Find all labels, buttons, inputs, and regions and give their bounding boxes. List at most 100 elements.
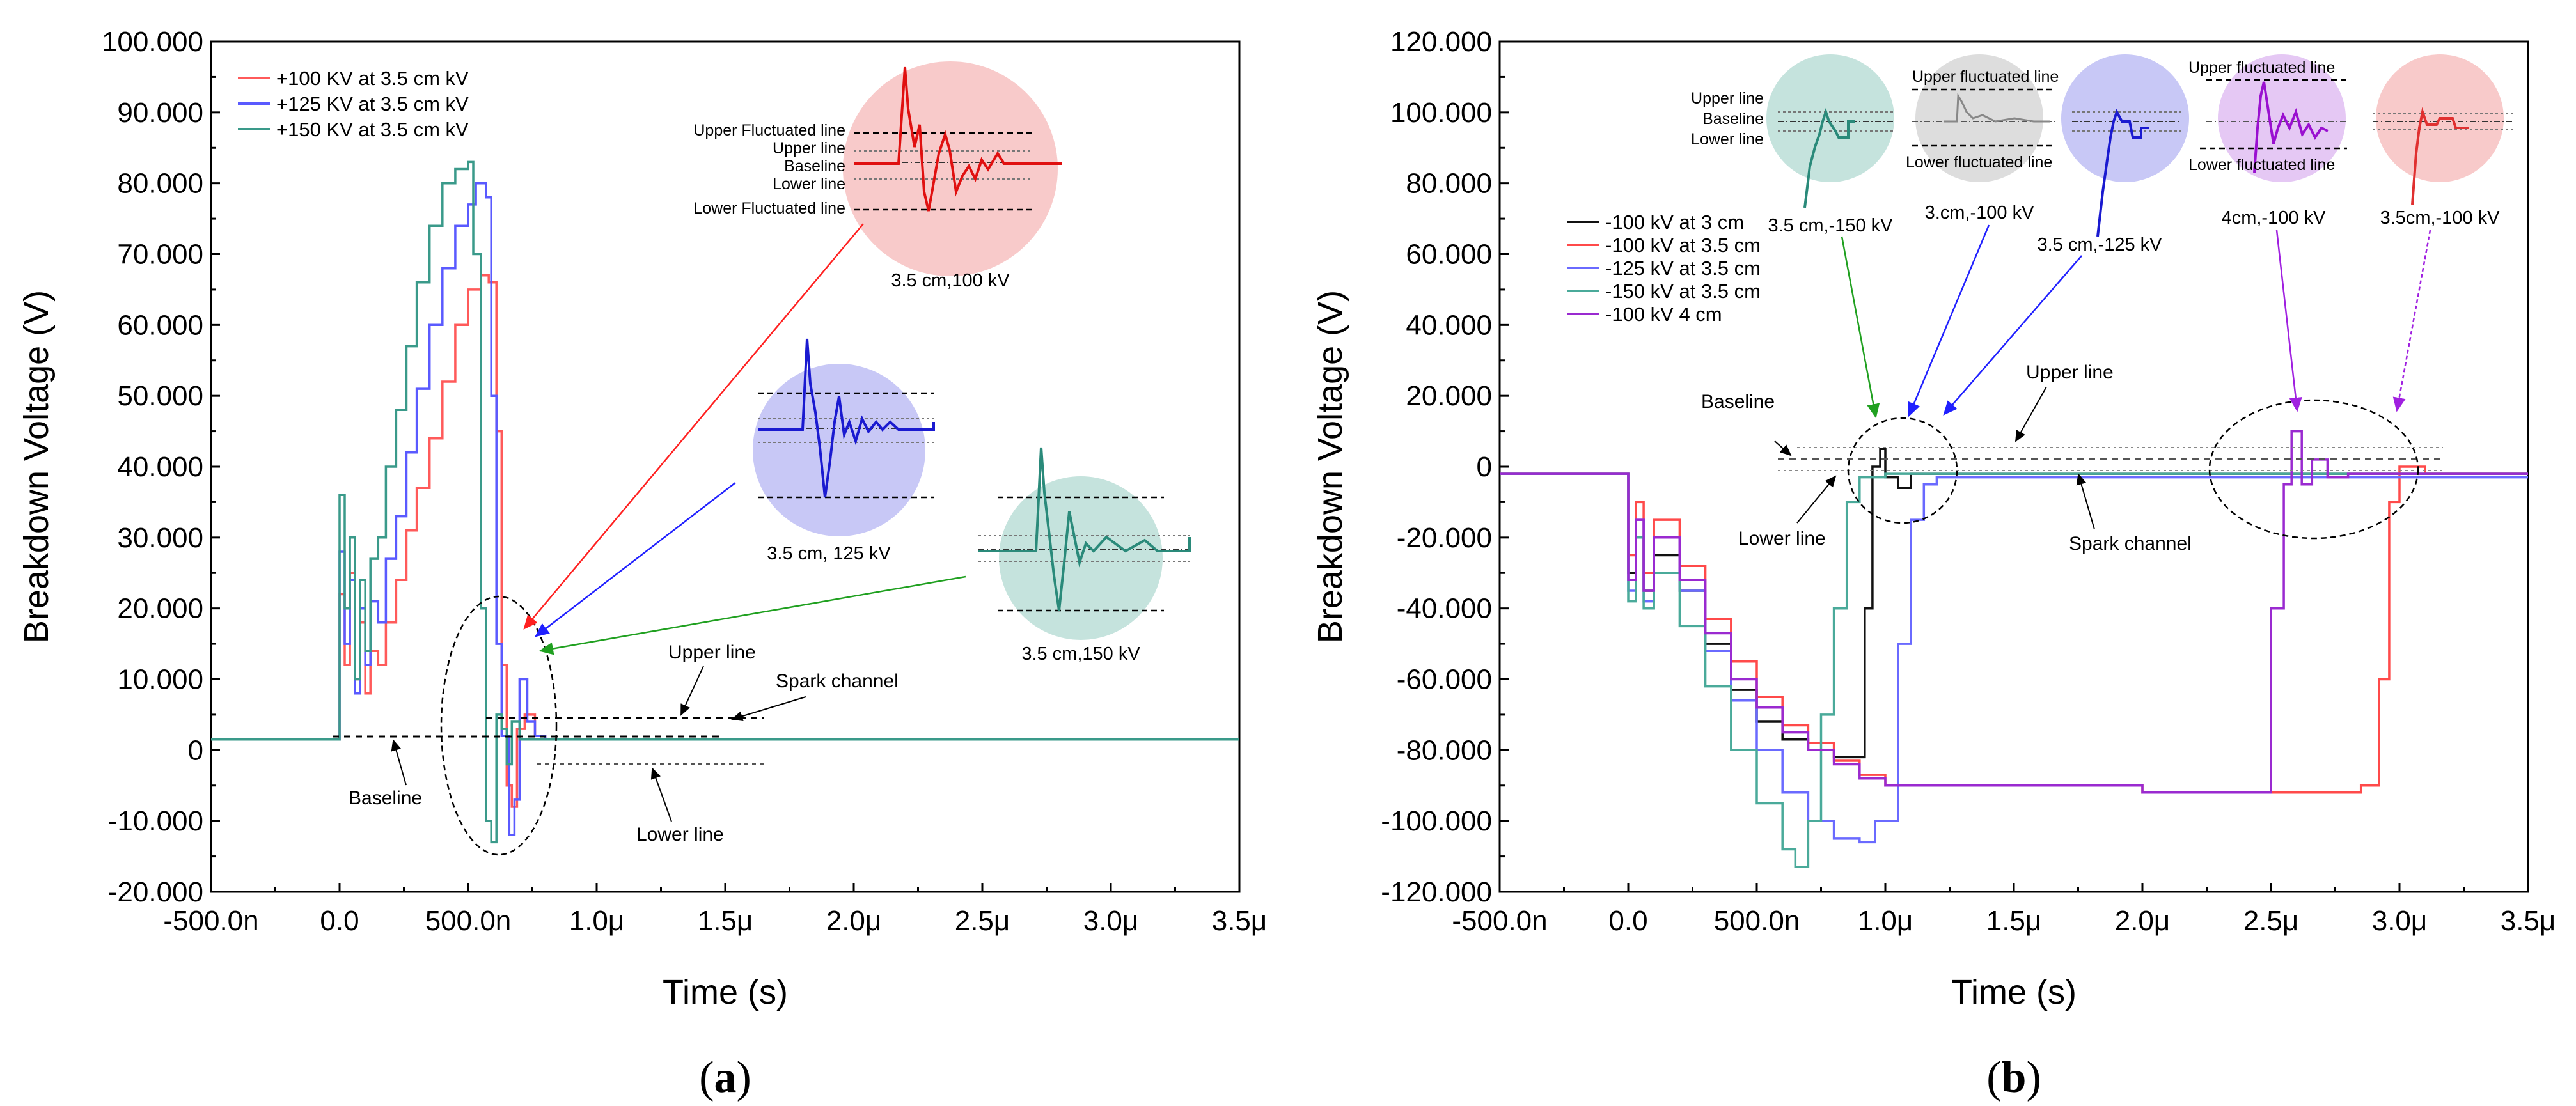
- panel-b-chart: 120.000 100.000 80.000 60.000 40.000 20.000 0 -…: [1311, 26, 2556, 1102]
- panel-a-inset-100kv-label-upper: Upper line: [773, 139, 845, 157]
- panel-a-inset-125kv-circle: [753, 364, 925, 536]
- panel-a-y-tick-label: 50.000: [117, 380, 203, 412]
- panel-b-inset-150kv-label-upper: Upper line: [1691, 90, 1764, 107]
- panel-a-y-axis-title: Breakdown Voltage (V): [17, 290, 56, 643]
- panel-a-y-tick-label: 10.000: [117, 664, 203, 696]
- panel-a-x-tick-label: 2.5μ: [955, 905, 1010, 937]
- panel-b-x-ticks: -500.0n 0.0 500.0n 1.0μ 1.5μ 2.0μ 2.5μ 3.0μ 3.5μ: [1452, 883, 2556, 937]
- panel-b-inset-150kv-trace: [1803, 107, 1855, 208]
- panel-b-inset-150kv-label-baseline: Baseline: [1702, 110, 1764, 128]
- panel-a-y-tick-label: 80.000: [117, 168, 203, 199]
- panel-b-inset-4cm-pointer: [2275, 230, 2302, 412]
- panel-a-y-tick-label: 40.000: [117, 451, 203, 483]
- panel-b-annotation-lower-line: Lower line: [1738, 528, 1826, 549]
- panel-b-inset-4cm-label-lower-fluct: Lower fluctuated line: [2188, 156, 2335, 174]
- panel-a-y-tick-label: -10.000: [108, 806, 203, 837]
- panel-b-x-tick-label: 2.5μ: [2243, 905, 2299, 937]
- panel-b-inset-150kv-pointer: [1841, 236, 1880, 419]
- panel-a-inset-150kv-trace: [978, 447, 1191, 611]
- panel-a-label-open: (: [699, 1053, 714, 1102]
- panel-a-legend-label-3: +150 KV at 3.5 cm kV: [276, 118, 469, 141]
- panel-b-arrow-spark-channel: [2076, 473, 2095, 530]
- panel-a-inset-150kv: 3.5 cm,150 kV: [538, 447, 1191, 664]
- panel-b-inset-3cm: Upper fluctuated line Lower fluctuated l…: [1906, 54, 2059, 417]
- panel-b-inset-125kv-trace: [2096, 108, 2149, 237]
- panel-b-legend-label-2: -100 kV at 3.5 cm: [1605, 234, 1761, 256]
- panel-b-label: (b): [1986, 1053, 2041, 1102]
- panel-b-inset-125kv-pointer: [1943, 255, 2082, 416]
- panel-b-inset-3p5cm: 3.5cm,-100 kV: [2373, 54, 2513, 412]
- panel-a-inset-125kv-pointer: [535, 482, 736, 637]
- panel-b-inset-4cm-label: 4cm,-100 kV: [2222, 208, 2326, 228]
- panel-b-inset-3cm-label-lower-fluct: Lower fluctuated line: [1906, 153, 2052, 171]
- panel-b-inset-3cm-label-upper-fluct: Upper fluctuated line: [1912, 68, 2059, 86]
- panel-a-x-ticks: -500.0n 0.0 500.0n 1.0μ 1.5μ 2.0μ 2.5μ 3.0μ 3.5μ: [163, 883, 1267, 937]
- panel-a-inset-100kv-circle: [843, 61, 1058, 276]
- panel-b-legend-label-5: -100 kV 4 cm: [1605, 303, 1722, 325]
- panel-b-inset-3cm-label: 3.cm,-100 kV: [1925, 203, 2034, 223]
- panel-b-x-tick-label: 0.0: [1608, 905, 1647, 937]
- panel-b-y-tick-label: -80.000: [1397, 735, 1492, 766]
- panel-b-x-tick-label: 3.0μ: [2372, 905, 2428, 937]
- panel-a-arrow-lower-line: [650, 767, 672, 822]
- panel-b-inset-125kv-circle: [2061, 54, 2189, 182]
- panel-a-inset-100kv-label-lower-fluct: Lower Fluctuated line: [693, 199, 845, 217]
- panel-b-spark-ellipse-1: [1847, 417, 1958, 524]
- panel-b-series-line-5: [1500, 430, 2528, 794]
- panel-b-inset-3cm-pointer: [1908, 224, 1990, 417]
- panel-b-legend-label-4: -150 kV at 3.5 cm: [1605, 280, 1761, 302]
- panel-b-annotation-baseline: Baseline: [1701, 391, 1775, 412]
- panel-b-inset-3cm-trace: [1944, 92, 2050, 123]
- panel-a-legend: +100 KV at 3.5 cm kV +125 KV at 3.5 cm kV…: [238, 67, 469, 141]
- panel-b-y-tick-label: -60.000: [1397, 664, 1492, 696]
- panel-b-inset-3cm-circle: [1915, 54, 2043, 182]
- panel-a-label: (a): [699, 1053, 751, 1102]
- panel-b-inset-150kv: Upper line Baseline Lower line 3.5 cm,-1…: [1691, 54, 1896, 419]
- panel-b-x-tick-label: 2.0μ: [2115, 905, 2171, 937]
- panel-a-x-tick-label: 3.5μ: [1212, 905, 1268, 937]
- panel-b-annotations: Upper line Baseline Lower line Spark cha…: [1701, 362, 2192, 554]
- panel-b-x-tick-label: -500.0n: [1452, 905, 1547, 937]
- panel-b-inset-3p5cm-trace: [2411, 107, 2469, 205]
- panel-a-y-tick-label: 20.000: [117, 593, 203, 625]
- panel-a-x-tick-label: 2.0μ: [826, 905, 882, 937]
- panel-a-x-tick-label: 1.5μ: [698, 905, 753, 937]
- panel-b-arrow-lower-line: [1796, 475, 1837, 524]
- panel-b-arrow-baseline: [1774, 440, 1792, 456]
- panel-b-inset-4cm: Upper fluctuated line Lower fluctuated l…: [2188, 54, 2347, 412]
- panel-b-x-tick-label: 1.5μ: [1986, 905, 2042, 937]
- panel-a-x-tick-label: 500.0n: [425, 905, 512, 937]
- panel-b-y-tick-label: 0: [1477, 451, 1492, 483]
- panel-a-legend-label-2: +125 KV at 3.5 cm kV: [276, 93, 469, 115]
- panel-a-annotation-spark-channel: Spark channel: [776, 671, 899, 692]
- panel-b-y-tick-label: -100.000: [1381, 806, 1492, 837]
- panel-a-inset-100kv-label-lower: Lower line: [773, 175, 845, 193]
- panel-b-inset-3p5cm-pointer: [2392, 230, 2431, 412]
- panel-a-arrow-spark-channel: [731, 696, 806, 721]
- panel-b-inset-150kv-label-lower: Lower line: [1691, 130, 1764, 148]
- panel-b-y-axis-title: Breakdown Voltage (V): [1311, 290, 1349, 643]
- panel-a-inset-150kv-label: 3.5 cm,150 kV: [1021, 644, 1140, 664]
- panel-a-inset-100kv-label-baseline: Baseline: [784, 157, 845, 175]
- panel-b-inset-3p5cm-label: 3.5cm,-100 kV: [2380, 208, 2501, 228]
- panel-b-x-tick-label: 500.0n: [1714, 905, 1800, 937]
- panel-b-y-tick-label: 80.000: [1406, 168, 1492, 199]
- panel-b-arrow-upper-line: [2015, 386, 2047, 442]
- panel-a-legend-label-1: +100 KV at 3.5 cm kV: [276, 67, 469, 90]
- panel-b-y-tick-label: 100.000: [1390, 97, 1492, 129]
- panel-b-y-tick-label: 120.000: [1390, 26, 1492, 58]
- panel-b-inset-125kv-label: 3.5 cm,-125 kV: [2037, 235, 2162, 255]
- panel-b-y-tick-label: -20.000: [1397, 522, 1492, 554]
- panel-a-guide-lines: [333, 717, 764, 765]
- panel-a-y-tick-label: 60.000: [117, 309, 203, 341]
- panel-b-y-tick-label: -40.000: [1397, 593, 1492, 625]
- panel-a-series-line-3: [211, 160, 1239, 844]
- panel-b-inset-150kv-circle: [1766, 54, 1894, 182]
- panel-a-series-group: [211, 160, 1239, 844]
- panel-a-label-letter: a: [714, 1053, 737, 1102]
- panel-a-y-tick-label: 90.000: [117, 97, 203, 129]
- panel-a-y-tick-label: -20.000: [108, 876, 203, 908]
- panel-a-annotation-baseline: Baseline: [349, 788, 422, 809]
- panel-a-series-line-2: [211, 182, 1239, 837]
- panel-a-arrow-upper-line: [680, 666, 704, 716]
